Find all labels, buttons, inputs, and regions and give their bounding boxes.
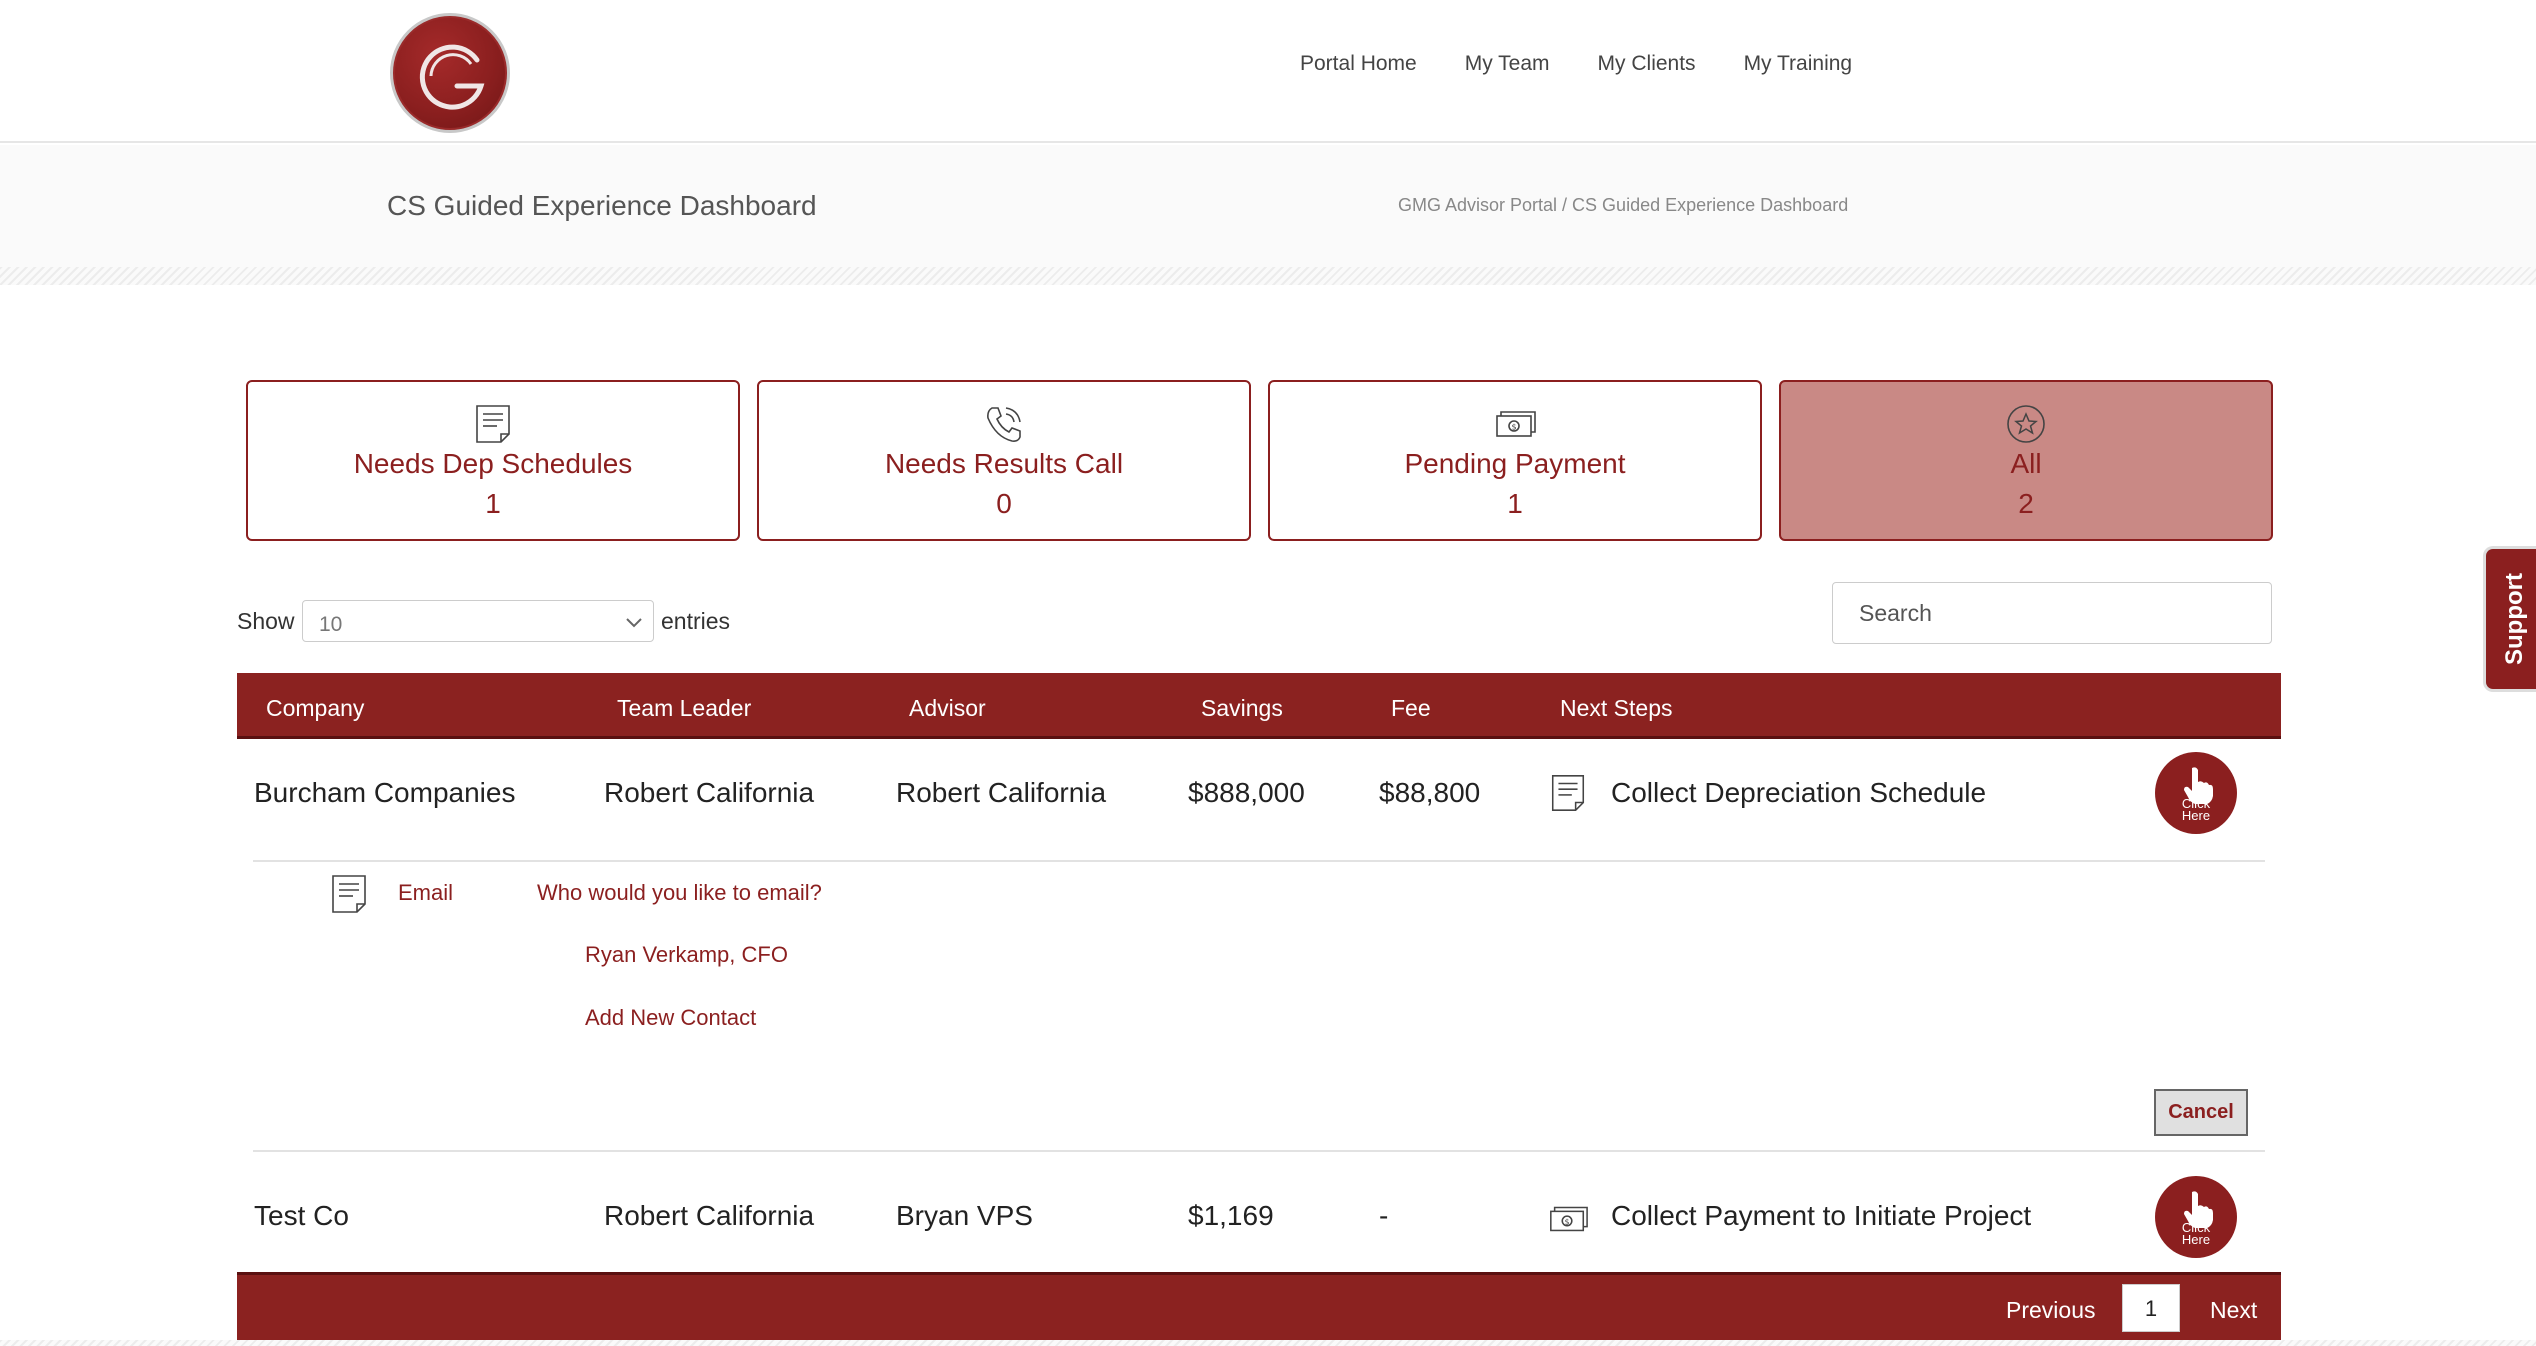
card-count: 1 — [485, 488, 501, 519]
card-needs-results-call[interactable]: Needs Results Call 0 — [757, 380, 1251, 541]
card-label: Needs Results Call — [884, 448, 1124, 479]
cell-advisor: Robert California — [896, 777, 1107, 808]
cell-savings: $1,169 — [1188, 1200, 1274, 1231]
document-icon — [476, 405, 510, 443]
chevron-down-icon — [626, 618, 642, 628]
phone-icon — [987, 407, 1021, 442]
document-icon — [332, 875, 366, 913]
table-row: Test Co Robert California Bryan VPS $1,1… — [237, 1152, 2281, 1270]
breadcrumb[interactable]: GMG Advisor Portal / CS Guided Experienc… — [1398, 195, 1849, 215]
row-divider — [253, 860, 2265, 862]
page-number-1[interactable]: 1 — [2122, 1284, 2180, 1332]
nav-portal-home[interactable]: Portal Home — [1300, 52, 1417, 75]
cell-fee: - — [1379, 1200, 1389, 1231]
contact-ryan-verkamp[interactable]: Ryan Verkamp, CFO — [585, 942, 788, 967]
hand-pointer-icon — [2184, 767, 2213, 804]
entries-label: entries — [661, 608, 731, 634]
column-company[interactable]: Company — [266, 695, 365, 721]
column-team-leader[interactable]: Team Leader — [617, 695, 752, 721]
cell-company: Burcham Companies — [254, 777, 516, 808]
cell-fee: $88,800 — [1379, 777, 1481, 808]
column-next-steps[interactable]: Next Steps — [1560, 695, 1673, 721]
card-needs-dep-schedules[interactable]: Needs Dep Schedules 1 — [246, 380, 740, 541]
next-page-button[interactable]: Next — [2210, 1297, 2258, 1323]
support-tab[interactable]: Support — [2483, 546, 2536, 692]
card-label: Pending Payment — [1404, 448, 1626, 479]
cancel-button[interactable]: Cancel — [2154, 1089, 2248, 1136]
add-new-contact-link[interactable]: Add New Contact — [585, 1005, 757, 1030]
top-navigation: Portal Home My Team My Clients My Traini… — [0, 0, 2536, 143]
filter-cards: Needs Dep Schedules 1 Needs Results Call… — [246, 380, 2273, 541]
email-option[interactable]: Email — [398, 880, 454, 905]
show-label: Show — [237, 608, 295, 634]
cell-next-step: Collect Payment to Initiate Project — [1611, 1200, 2032, 1231]
card-pending-payment[interactable]: $ Pending Payment 1 — [1268, 380, 1762, 541]
row-divider — [253, 1150, 2265, 1152]
click-here-label: Click Here — [2181, 796, 2211, 823]
email-question: Who would you like to email? — [537, 880, 822, 905]
bottom-stripe-divider — [0, 1340, 2536, 1346]
money-icon: $ — [1496, 411, 1536, 437]
company-logo[interactable] — [390, 13, 510, 133]
star-icon — [2007, 405, 2045, 443]
cell-company: Test Co — [254, 1200, 349, 1231]
entries-value: 10 — [319, 613, 343, 636]
card-count: 2 — [2018, 488, 2034, 519]
pagination-bar: Previous 1 Next — [237, 1272, 2281, 1340]
cell-team-leader: Robert California — [604, 1200, 815, 1231]
previous-page-button[interactable]: Previous — [2006, 1297, 2096, 1323]
column-savings[interactable]: Savings — [1201, 695, 1283, 721]
card-label: All — [2010, 448, 2042, 479]
nav-my-team[interactable]: My Team — [1464, 52, 1550, 75]
cell-advisor: Bryan VPS — [896, 1200, 1033, 1231]
entries-select[interactable]: 10 — [302, 600, 654, 642]
support-label: Support — [2500, 573, 2528, 665]
nav-my-training[interactable]: My Training — [1743, 52, 1853, 75]
main-nav: Portal Home My Team My Clients My Traini… — [1300, 52, 1852, 76]
table-header: Company Team Leader Advisor Savings Fee … — [237, 673, 2281, 739]
title-bar — [0, 145, 2536, 267]
svg-text:$: $ — [1565, 1217, 1570, 1226]
stripe-divider — [0, 267, 2536, 285]
card-count: 0 — [996, 488, 1012, 519]
table-row: Burcham Companies Robert California Robe… — [237, 742, 2281, 860]
svg-text:$: $ — [1511, 423, 1516, 432]
card-count: 1 — [1507, 488, 1523, 519]
column-fee[interactable]: Fee — [1391, 695, 1431, 721]
search-input[interactable] — [1832, 582, 2272, 644]
click-here-label: Click Here — [2181, 1220, 2211, 1247]
nav-my-clients[interactable]: My Clients — [1597, 52, 1696, 75]
click-here-button[interactable]: Click Here — [2155, 1176, 2237, 1258]
card-all[interactable]: All 2 — [1779, 380, 2273, 541]
document-icon — [1551, 775, 1585, 811]
column-advisor[interactable]: Advisor — [909, 695, 986, 721]
logo-g-icon — [419, 44, 485, 110]
cell-savings: $888,000 — [1188, 777, 1305, 808]
money-icon: $ — [1550, 1206, 1588, 1232]
cell-team-leader: Robert California — [604, 777, 815, 808]
click-here-button[interactable]: Click Here — [2155, 752, 2237, 834]
hand-pointer-icon — [2184, 1191, 2213, 1228]
page-title: CS Guided Experience Dashboard — [387, 190, 817, 221]
card-label: Needs Dep Schedules — [353, 448, 633, 479]
cell-next-step: Collect Depreciation Schedule — [1611, 777, 1987, 808]
